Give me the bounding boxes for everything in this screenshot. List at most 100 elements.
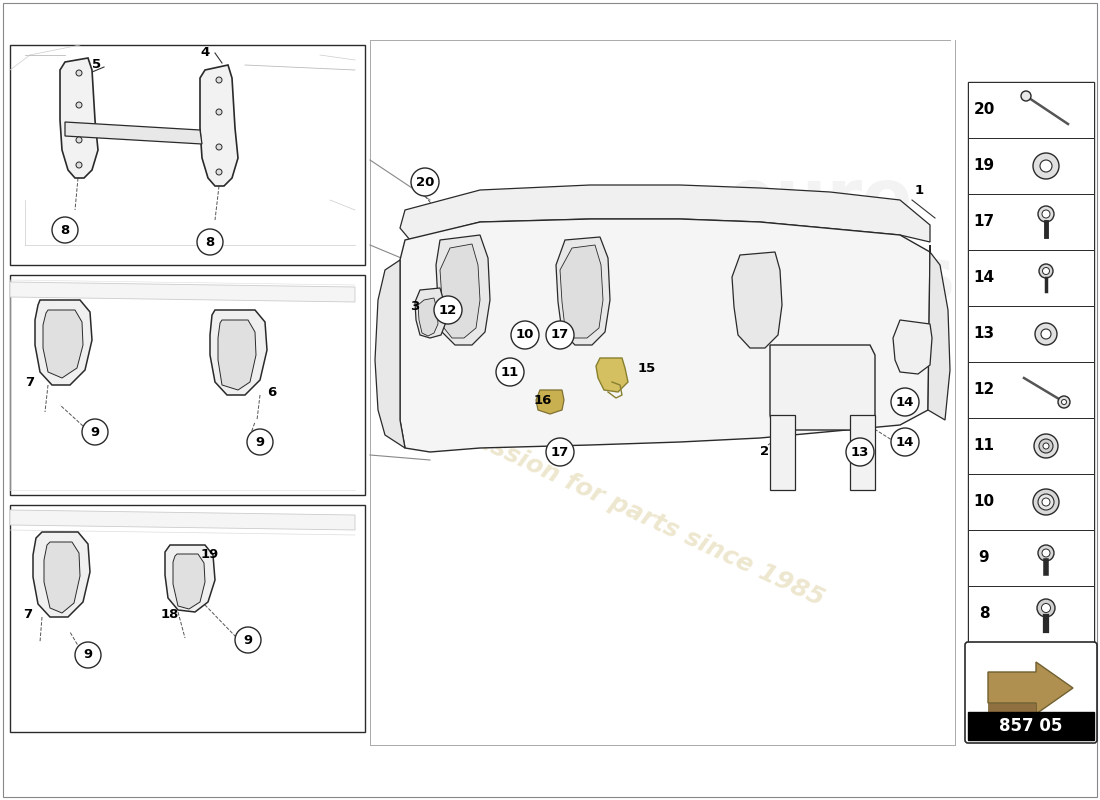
FancyBboxPatch shape xyxy=(968,418,1094,474)
Text: 19: 19 xyxy=(201,549,219,562)
Polygon shape xyxy=(375,260,405,448)
Polygon shape xyxy=(200,65,238,186)
Circle shape xyxy=(1033,489,1059,515)
Circle shape xyxy=(1040,160,1052,172)
Text: 9: 9 xyxy=(979,550,989,566)
FancyBboxPatch shape xyxy=(10,45,365,265)
FancyBboxPatch shape xyxy=(968,306,1094,362)
Text: 1: 1 xyxy=(915,184,924,197)
Polygon shape xyxy=(218,320,256,390)
Polygon shape xyxy=(436,235,490,345)
Text: 857 05: 857 05 xyxy=(999,717,1063,735)
Text: 4: 4 xyxy=(200,46,209,58)
Circle shape xyxy=(76,70,82,76)
Text: 5: 5 xyxy=(92,58,101,71)
Text: 12: 12 xyxy=(974,382,994,398)
Circle shape xyxy=(1042,498,1050,506)
Text: 9: 9 xyxy=(255,435,265,449)
Polygon shape xyxy=(418,298,438,336)
Polygon shape xyxy=(893,320,932,374)
Text: 11: 11 xyxy=(500,366,519,378)
Text: a passion for parts since 1985: a passion for parts since 1985 xyxy=(432,409,828,611)
Circle shape xyxy=(75,642,101,668)
Polygon shape xyxy=(770,345,875,430)
Text: 17: 17 xyxy=(551,329,569,342)
Text: 8: 8 xyxy=(206,235,214,249)
Text: 12: 12 xyxy=(439,303,458,317)
Circle shape xyxy=(496,358,524,386)
Circle shape xyxy=(434,296,462,324)
Circle shape xyxy=(1042,603,1050,613)
Circle shape xyxy=(1043,267,1049,274)
Text: 18: 18 xyxy=(161,609,179,622)
Text: 19: 19 xyxy=(974,158,994,174)
Polygon shape xyxy=(210,310,267,395)
Text: 16: 16 xyxy=(534,394,552,407)
Circle shape xyxy=(546,321,574,349)
Text: 17: 17 xyxy=(974,214,994,230)
FancyBboxPatch shape xyxy=(968,712,1094,740)
FancyBboxPatch shape xyxy=(968,138,1094,194)
Text: 6: 6 xyxy=(267,386,276,398)
Text: 10: 10 xyxy=(516,329,535,342)
Circle shape xyxy=(1038,494,1054,510)
Polygon shape xyxy=(43,310,82,378)
Circle shape xyxy=(76,137,82,143)
Text: 17: 17 xyxy=(551,446,569,458)
FancyBboxPatch shape xyxy=(10,275,365,495)
Polygon shape xyxy=(596,358,628,392)
Polygon shape xyxy=(536,390,564,414)
Polygon shape xyxy=(556,237,610,345)
Polygon shape xyxy=(400,219,930,452)
Polygon shape xyxy=(440,244,480,338)
Circle shape xyxy=(891,428,918,456)
Circle shape xyxy=(1062,399,1067,405)
Circle shape xyxy=(216,109,222,115)
Polygon shape xyxy=(165,545,214,612)
Circle shape xyxy=(216,77,222,83)
Circle shape xyxy=(1040,264,1053,278)
Circle shape xyxy=(216,144,222,150)
Text: 8: 8 xyxy=(60,223,69,237)
Polygon shape xyxy=(732,252,782,348)
Text: 13: 13 xyxy=(850,446,869,458)
Polygon shape xyxy=(560,245,603,338)
Circle shape xyxy=(1042,210,1050,218)
Text: 15: 15 xyxy=(638,362,657,375)
Circle shape xyxy=(1033,153,1059,179)
FancyBboxPatch shape xyxy=(968,530,1094,586)
Circle shape xyxy=(197,229,223,255)
Circle shape xyxy=(82,419,108,445)
Circle shape xyxy=(235,627,261,653)
FancyBboxPatch shape xyxy=(968,362,1094,418)
Text: 7: 7 xyxy=(23,609,33,622)
Circle shape xyxy=(1038,206,1054,222)
Polygon shape xyxy=(10,510,355,530)
Circle shape xyxy=(76,102,82,108)
Text: euro
spares: euro spares xyxy=(684,166,956,314)
Polygon shape xyxy=(65,122,202,144)
Text: 9: 9 xyxy=(84,649,92,662)
Polygon shape xyxy=(44,542,80,613)
Text: 7: 7 xyxy=(25,375,34,389)
Circle shape xyxy=(512,321,539,349)
Circle shape xyxy=(1041,329,1050,339)
FancyBboxPatch shape xyxy=(968,250,1094,306)
Text: 11: 11 xyxy=(974,438,994,454)
Text: 14: 14 xyxy=(895,395,914,409)
Polygon shape xyxy=(10,282,355,302)
Circle shape xyxy=(846,438,874,466)
Circle shape xyxy=(216,169,222,175)
Polygon shape xyxy=(928,245,950,420)
Circle shape xyxy=(891,388,918,416)
Circle shape xyxy=(1042,549,1050,557)
Circle shape xyxy=(52,217,78,243)
Polygon shape xyxy=(988,703,1036,712)
Polygon shape xyxy=(770,415,795,490)
Text: 20: 20 xyxy=(416,175,434,189)
Polygon shape xyxy=(60,58,98,178)
Polygon shape xyxy=(988,662,1072,714)
FancyBboxPatch shape xyxy=(968,194,1094,250)
FancyBboxPatch shape xyxy=(10,505,365,732)
Circle shape xyxy=(1038,545,1054,561)
